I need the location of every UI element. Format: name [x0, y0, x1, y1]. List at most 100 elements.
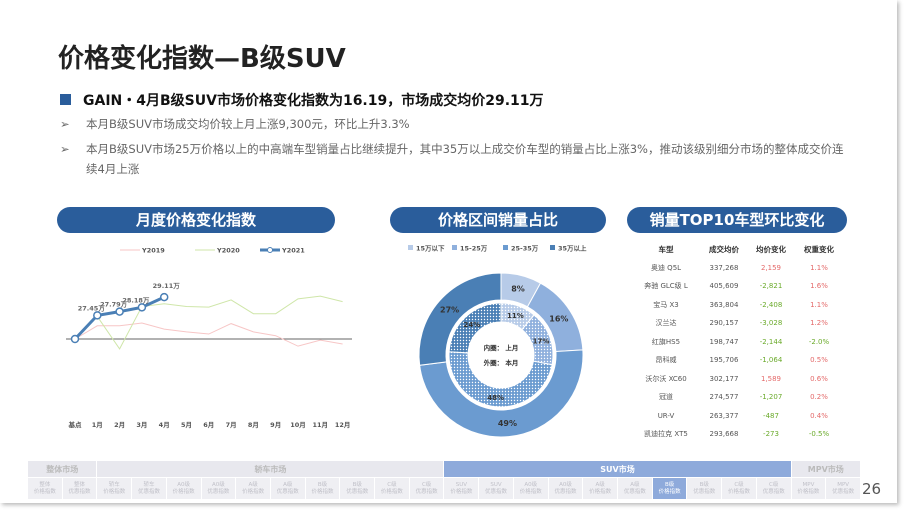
nav-item[interactable]: A级 优惠指数 [270, 478, 305, 499]
nav-group-3[interactable]: MPV市场 [791, 461, 860, 477]
data-label: 27.45万 [78, 304, 106, 312]
weight-change: -0.5% [808, 430, 830, 439]
donut-slice-inner [448, 351, 553, 408]
nav-item-label: B级 [699, 481, 709, 488]
avg-price: 302,177 [709, 374, 739, 383]
headline-text: GAIN・4月B级SUV市场价格变化指数为16.19，市场成交均价29.11万 [83, 93, 544, 109]
avg-price: 337,268 [709, 263, 739, 272]
page-title: 价格变化指数—B级SUV [58, 44, 346, 74]
nav-item-label: A0级 [177, 481, 191, 488]
panel-header-share: 价格区间销量占比 [390, 207, 606, 233]
nav-item[interactable]: A级 价格指数 [236, 478, 270, 499]
series-line-Y2020 [74, 295, 343, 350]
legend-marker [267, 247, 273, 253]
nav-item-label: 优惠指数 [415, 488, 438, 495]
donut-slice-outer [418, 272, 502, 366]
nav-item-label: A级 [595, 481, 605, 488]
avg-price: 293,668 [709, 430, 739, 439]
panel-header-top10: 销量TOP10车型环比变化 [627, 207, 847, 233]
bullet-text: 本月B级SUV市场25万价格以上的中高端车型销量占比继续提升，其中35万以上成交… [86, 142, 844, 176]
x-tick-label: 3月 [136, 421, 147, 429]
nav-item-label: 优惠指数 [68, 488, 91, 495]
nav-item[interactable]: B级 优惠指数 [340, 478, 375, 499]
nav-item-label: 轿车 [108, 481, 120, 488]
nav-item[interactable]: A0级 价格指数 [166, 478, 201, 499]
model-name: 冠道 [659, 393, 673, 402]
avg-price: 198,747 [709, 337, 739, 346]
table-header-row: 车型 成交均价 均价变化 权重变化 [632, 240, 847, 259]
nav-item[interactable]: A0级 优惠指数 [201, 478, 236, 499]
table-row: 沃尔沃 XC60 302,177 1,589 0.6% [632, 370, 847, 389]
nav-item-label: 轿车 [143, 481, 155, 488]
nav-item-label: C级 [769, 481, 779, 488]
price-change: -273 [763, 430, 779, 439]
nav-item[interactable]: MPV 价格指数 [791, 478, 826, 499]
legend-swatch [503, 245, 508, 250]
nav-item-label: 整体 [74, 481, 86, 488]
series-line-Y2019 [74, 322, 343, 347]
bullet-1: ➢ 本月B级SUV市场成交均价较上月上涨9,300元，环比上升3.3% [60, 114, 850, 134]
nav-item[interactable]: B级 价格指数 [652, 478, 687, 499]
nav-item[interactable]: B级 优惠指数 [687, 478, 722, 499]
nav-item-label: 价格指数 [589, 488, 612, 495]
table-row: 凯迪拉克 XT5 293,668 -273 -0.5% [632, 425, 847, 444]
nav-group-0[interactable]: 整体市场 [28, 461, 97, 477]
col-header: 成交均价 [709, 244, 739, 254]
nav-group-2[interactable]: SUV市场 [444, 461, 791, 477]
nav-group-1[interactable]: 轿车市场 [97, 461, 444, 477]
nav-item-label: B级 [352, 481, 362, 488]
nav-item[interactable]: 轿车 优惠指数 [132, 478, 166, 499]
nav-item[interactable]: A0级 优惠指数 [548, 478, 583, 499]
nav-item-label: 价格指数 [172, 488, 195, 495]
nav-item[interactable]: SUV 优惠指数 [479, 478, 513, 499]
nav-item-label: A0级 [212, 481, 225, 488]
nav-item[interactable]: A级 价格指数 [583, 478, 618, 499]
nav-item[interactable]: 整体 价格指数 [28, 478, 62, 499]
nav-item-label: MPV [802, 481, 815, 488]
weight-change: -2.0% [808, 337, 830, 346]
nav-item[interactable]: C级 优惠指数 [756, 478, 791, 499]
nav-item[interactable]: C级 价格指数 [722, 478, 756, 499]
nav-item-label: B级 [317, 481, 328, 488]
table-row: 昂科威 195,706 -1,064 0.5% [632, 351, 847, 370]
nav-item[interactable]: SUV 价格指数 [444, 478, 479, 499]
avg-price: 263,377 [709, 411, 739, 420]
data-point [159, 292, 169, 302]
nav-item-label: SUV [490, 481, 502, 488]
nav-item[interactable]: C级 优惠指数 [409, 478, 444, 499]
nav-item[interactable]: B级 价格指数 [305, 478, 340, 499]
donut-slice-inner [448, 302, 502, 354]
x-tick-label: 9月 [270, 421, 281, 429]
nav-item-label: 优惠指数 [623, 488, 646, 495]
weight-change: 0.4% [810, 411, 828, 420]
legend-label: 25-35万 [511, 245, 539, 253]
nav-item-label: MPV [837, 481, 850, 488]
model-name: 宝马 X3 [653, 300, 679, 309]
avg-price: 195,706 [709, 356, 739, 365]
nav-item-label: 价格指数 [728, 488, 751, 495]
nav-item[interactable]: A0级 价格指数 [513, 478, 548, 499]
nav-item-label: 价格指数 [103, 488, 126, 495]
weight-change: 1.6% [810, 282, 828, 291]
x-tick-label: 12月 [335, 421, 351, 429]
nav-item-label: 优惠指数 [207, 488, 230, 495]
nav-item[interactable]: 轿车 价格指数 [97, 478, 132, 499]
data-point [93, 311, 102, 320]
slide: 价格变化指数—B级SUV GAIN・4月B级SUV市场价格变化指数为16.19，… [28, 44, 882, 499]
data-label: 29.11万 [153, 282, 181, 290]
legend-swatch [408, 245, 413, 250]
nav-item[interactable]: MPV 优惠指数 [826, 478, 860, 499]
table-row: 红旗HS5 198,747 -2,144 -2.0% [632, 333, 847, 352]
center-label: 外圈： 本月 [484, 358, 519, 367]
slice-label: 49% [498, 419, 517, 428]
nav-item[interactable]: C级 价格指数 [375, 478, 409, 499]
model-name: 汉兰达 [655, 319, 677, 328]
legend-label: 15万以下 [416, 245, 445, 253]
weight-change: 0.2% [810, 393, 828, 402]
nav-item[interactable]: 整体 优惠指数 [62, 478, 97, 499]
model-name: 奥迪 Q5L [650, 263, 682, 272]
nav-item[interactable]: A级 优惠指数 [618, 478, 652, 499]
table-row: 汉兰达 290,157 -3,028 1.2% [632, 314, 847, 333]
bullet-2: ➢ 本月B级SUV市场25万价格以上的中高端车型销量占比继续提升，其中35万以上成… [60, 139, 850, 179]
slice-label: 11% [507, 312, 524, 320]
